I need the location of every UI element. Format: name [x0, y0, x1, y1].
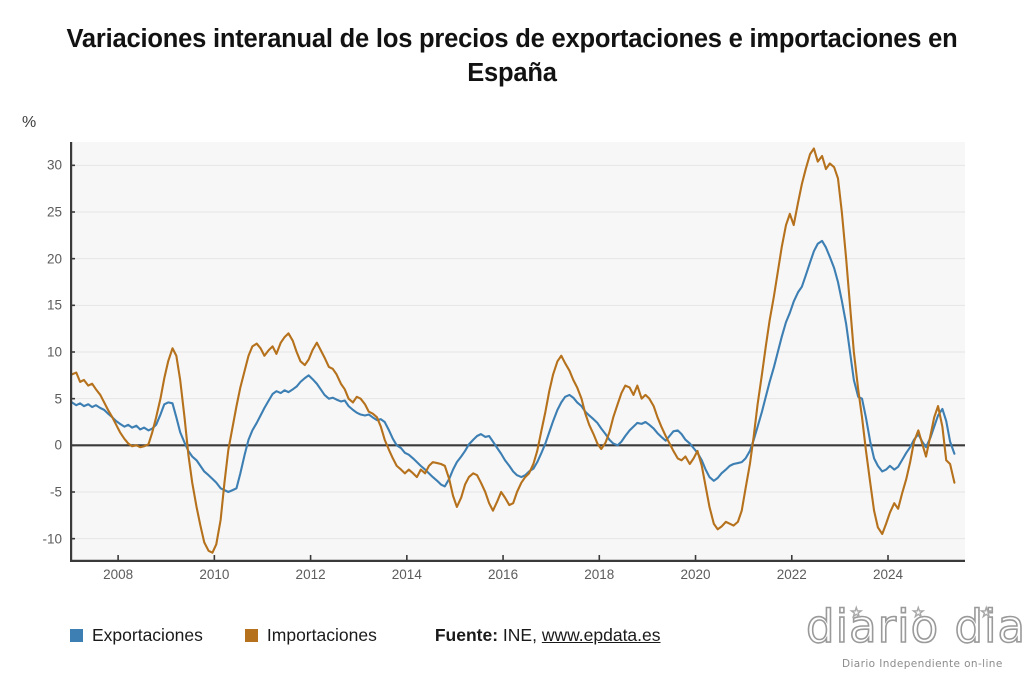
source-note: Fuente: INE, www.epdata.es [435, 625, 661, 646]
watermark-star-icon: ☆ [912, 604, 926, 621]
legend-swatch-exportaciones [70, 628, 83, 642]
y-axis-tick-labels: 30 25 20 15 10 5 0 -5 -10 [8, 142, 62, 562]
chart-canvas [70, 142, 965, 562]
x-tick-label: 2020 [680, 567, 711, 582]
legend-item-importaciones[interactable]: Importaciones [244, 624, 377, 646]
watermark: diario dia ☆ ☆ ☆ Diario Independiente on… [805, 600, 1024, 683]
x-tick-label: 2024 [872, 567, 904, 582]
legend-swatch-importaciones [244, 628, 258, 642]
legend-label-importaciones: Importaciones [266, 624, 377, 645]
chart-title: Variaciones interanual de los precios de… [66, 25, 958, 88]
y-tick-label: 15 [46, 297, 62, 313]
y-tick-label: 5 [54, 391, 62, 407]
source-link[interactable]: www.epdata.es [541, 624, 661, 645]
x-tick-label: 2022 [776, 567, 807, 582]
x-tick-label: 2008 [103, 567, 134, 582]
x-tick-label: 2016 [488, 567, 519, 582]
watermark-text: diario dia [805, 600, 1024, 653]
x-tick-label: 2014 [391, 567, 422, 582]
watermark-star-icon: ☆ [980, 604, 994, 621]
legend-item-exportaciones[interactable]: Exportaciones [70, 625, 203, 646]
series-line-exportaciones [72, 241, 954, 492]
source-prefix: Fuente: [434, 624, 499, 645]
x-axis-tick-labels: 2008 2010 2012 2014 2016 2018 2020 2022 2024 [70, 564, 965, 588]
y-tick-label: 25 [46, 204, 62, 220]
y-tick-label: -10 [42, 531, 62, 547]
watermark-tagline: Diario Independiente on-line [842, 658, 1003, 670]
watermark-star-icon: ☆ [850, 604, 864, 621]
x-tick-label: 2012 [295, 567, 326, 582]
y-tick-label: 0 [54, 437, 62, 453]
plot-area [70, 142, 965, 562]
x-tick-label: 2018 [584, 567, 615, 582]
y-axis-unit-label: % [22, 114, 37, 131]
y-tick-label: -5 [49, 484, 62, 500]
x-tick-label: 2010 [199, 567, 230, 582]
y-tick-label: 30 [46, 157, 62, 173]
series-line-importaciones [72, 149, 954, 553]
y-tick-label: 10 [46, 344, 62, 360]
source-body: INE, [502, 624, 537, 645]
legend-label-exportaciones: Exportaciones [92, 624, 203, 645]
chart-legend: Exportaciones Importaciones Fuente: INE,… [70, 620, 661, 650]
y-tick-label: 20 [46, 251, 62, 267]
